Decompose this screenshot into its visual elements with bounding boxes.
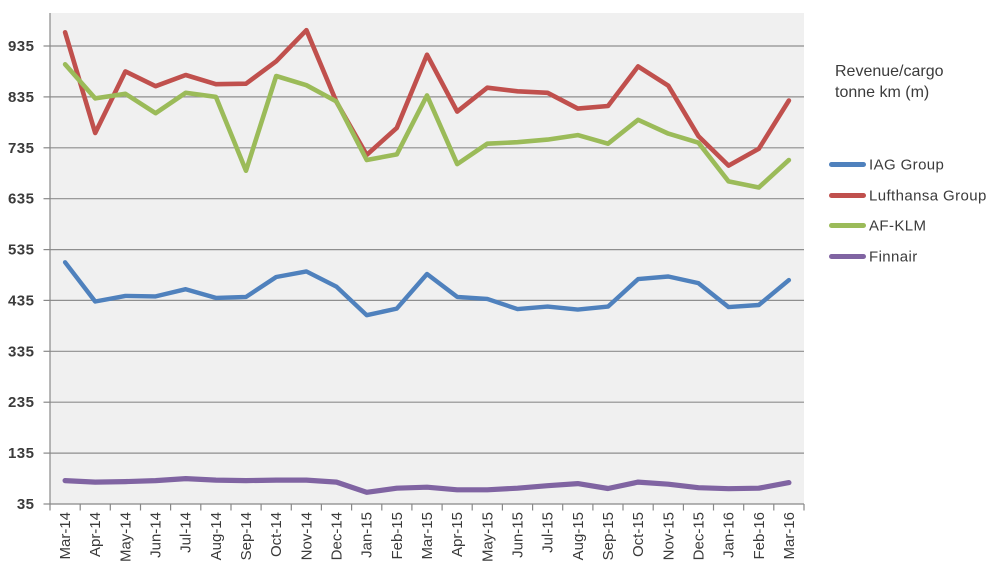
svg-text:Apr-14: Apr-14 [87,512,104,557]
svg-text:tonne km (m): tonne km (m) [835,84,929,101]
svg-text:Aug-14: Aug-14 [208,512,225,560]
svg-text:Apr-15: Apr-15 [449,512,466,557]
svg-text:Dec-15: Dec-15 [690,512,707,560]
svg-text:Mar-15: Mar-15 [419,512,436,560]
svg-text:Mar-16: Mar-16 [781,512,798,560]
svg-text:35: 35 [17,496,35,513]
svg-text:Finnair: Finnair [869,249,918,266]
svg-text:Jun-15: Jun-15 [510,512,527,558]
svg-text:235: 235 [8,394,35,411]
svg-text:May-15: May-15 [479,512,496,562]
svg-text:635: 635 [8,191,35,208]
svg-text:Jun-14: Jun-14 [148,512,165,558]
svg-text:Mar-14: Mar-14 [57,512,74,560]
svg-text:Sep-14: Sep-14 [238,512,255,560]
svg-text:May-14: May-14 [117,512,134,562]
svg-text:Oct-15: Oct-15 [630,512,647,557]
svg-text:Jan-15: Jan-15 [359,512,376,558]
svg-text:Nov-14: Nov-14 [298,512,315,560]
svg-text:Feb-15: Feb-15 [389,512,406,560]
svg-text:Dec-14: Dec-14 [329,512,346,560]
svg-text:335: 335 [8,343,35,360]
svg-text:935: 935 [8,38,35,55]
svg-text:535: 535 [8,242,35,259]
svg-text:Nov-15: Nov-15 [660,512,677,560]
svg-text:AF-KLM: AF-KLM [869,218,926,235]
svg-text:435: 435 [8,292,35,309]
svg-text:Feb-16: Feb-16 [751,512,768,560]
svg-text:835: 835 [8,89,35,106]
svg-text:Sep-15: Sep-15 [600,512,617,560]
svg-text:Revenue/cargo: Revenue/cargo [835,63,944,80]
svg-text:735: 735 [8,140,35,157]
svg-text:Jul-14: Jul-14 [178,512,195,553]
svg-text:Jul-15: Jul-15 [540,512,557,553]
svg-text:135: 135 [8,445,35,462]
svg-text:Lufthansa Group: Lufthansa Group [869,188,987,205]
svg-text:Oct-14: Oct-14 [268,512,285,557]
svg-text:Jan-16: Jan-16 [721,512,738,558]
svg-text:IAG Group: IAG Group [869,157,944,174]
svg-text:Aug-15: Aug-15 [570,512,587,560]
